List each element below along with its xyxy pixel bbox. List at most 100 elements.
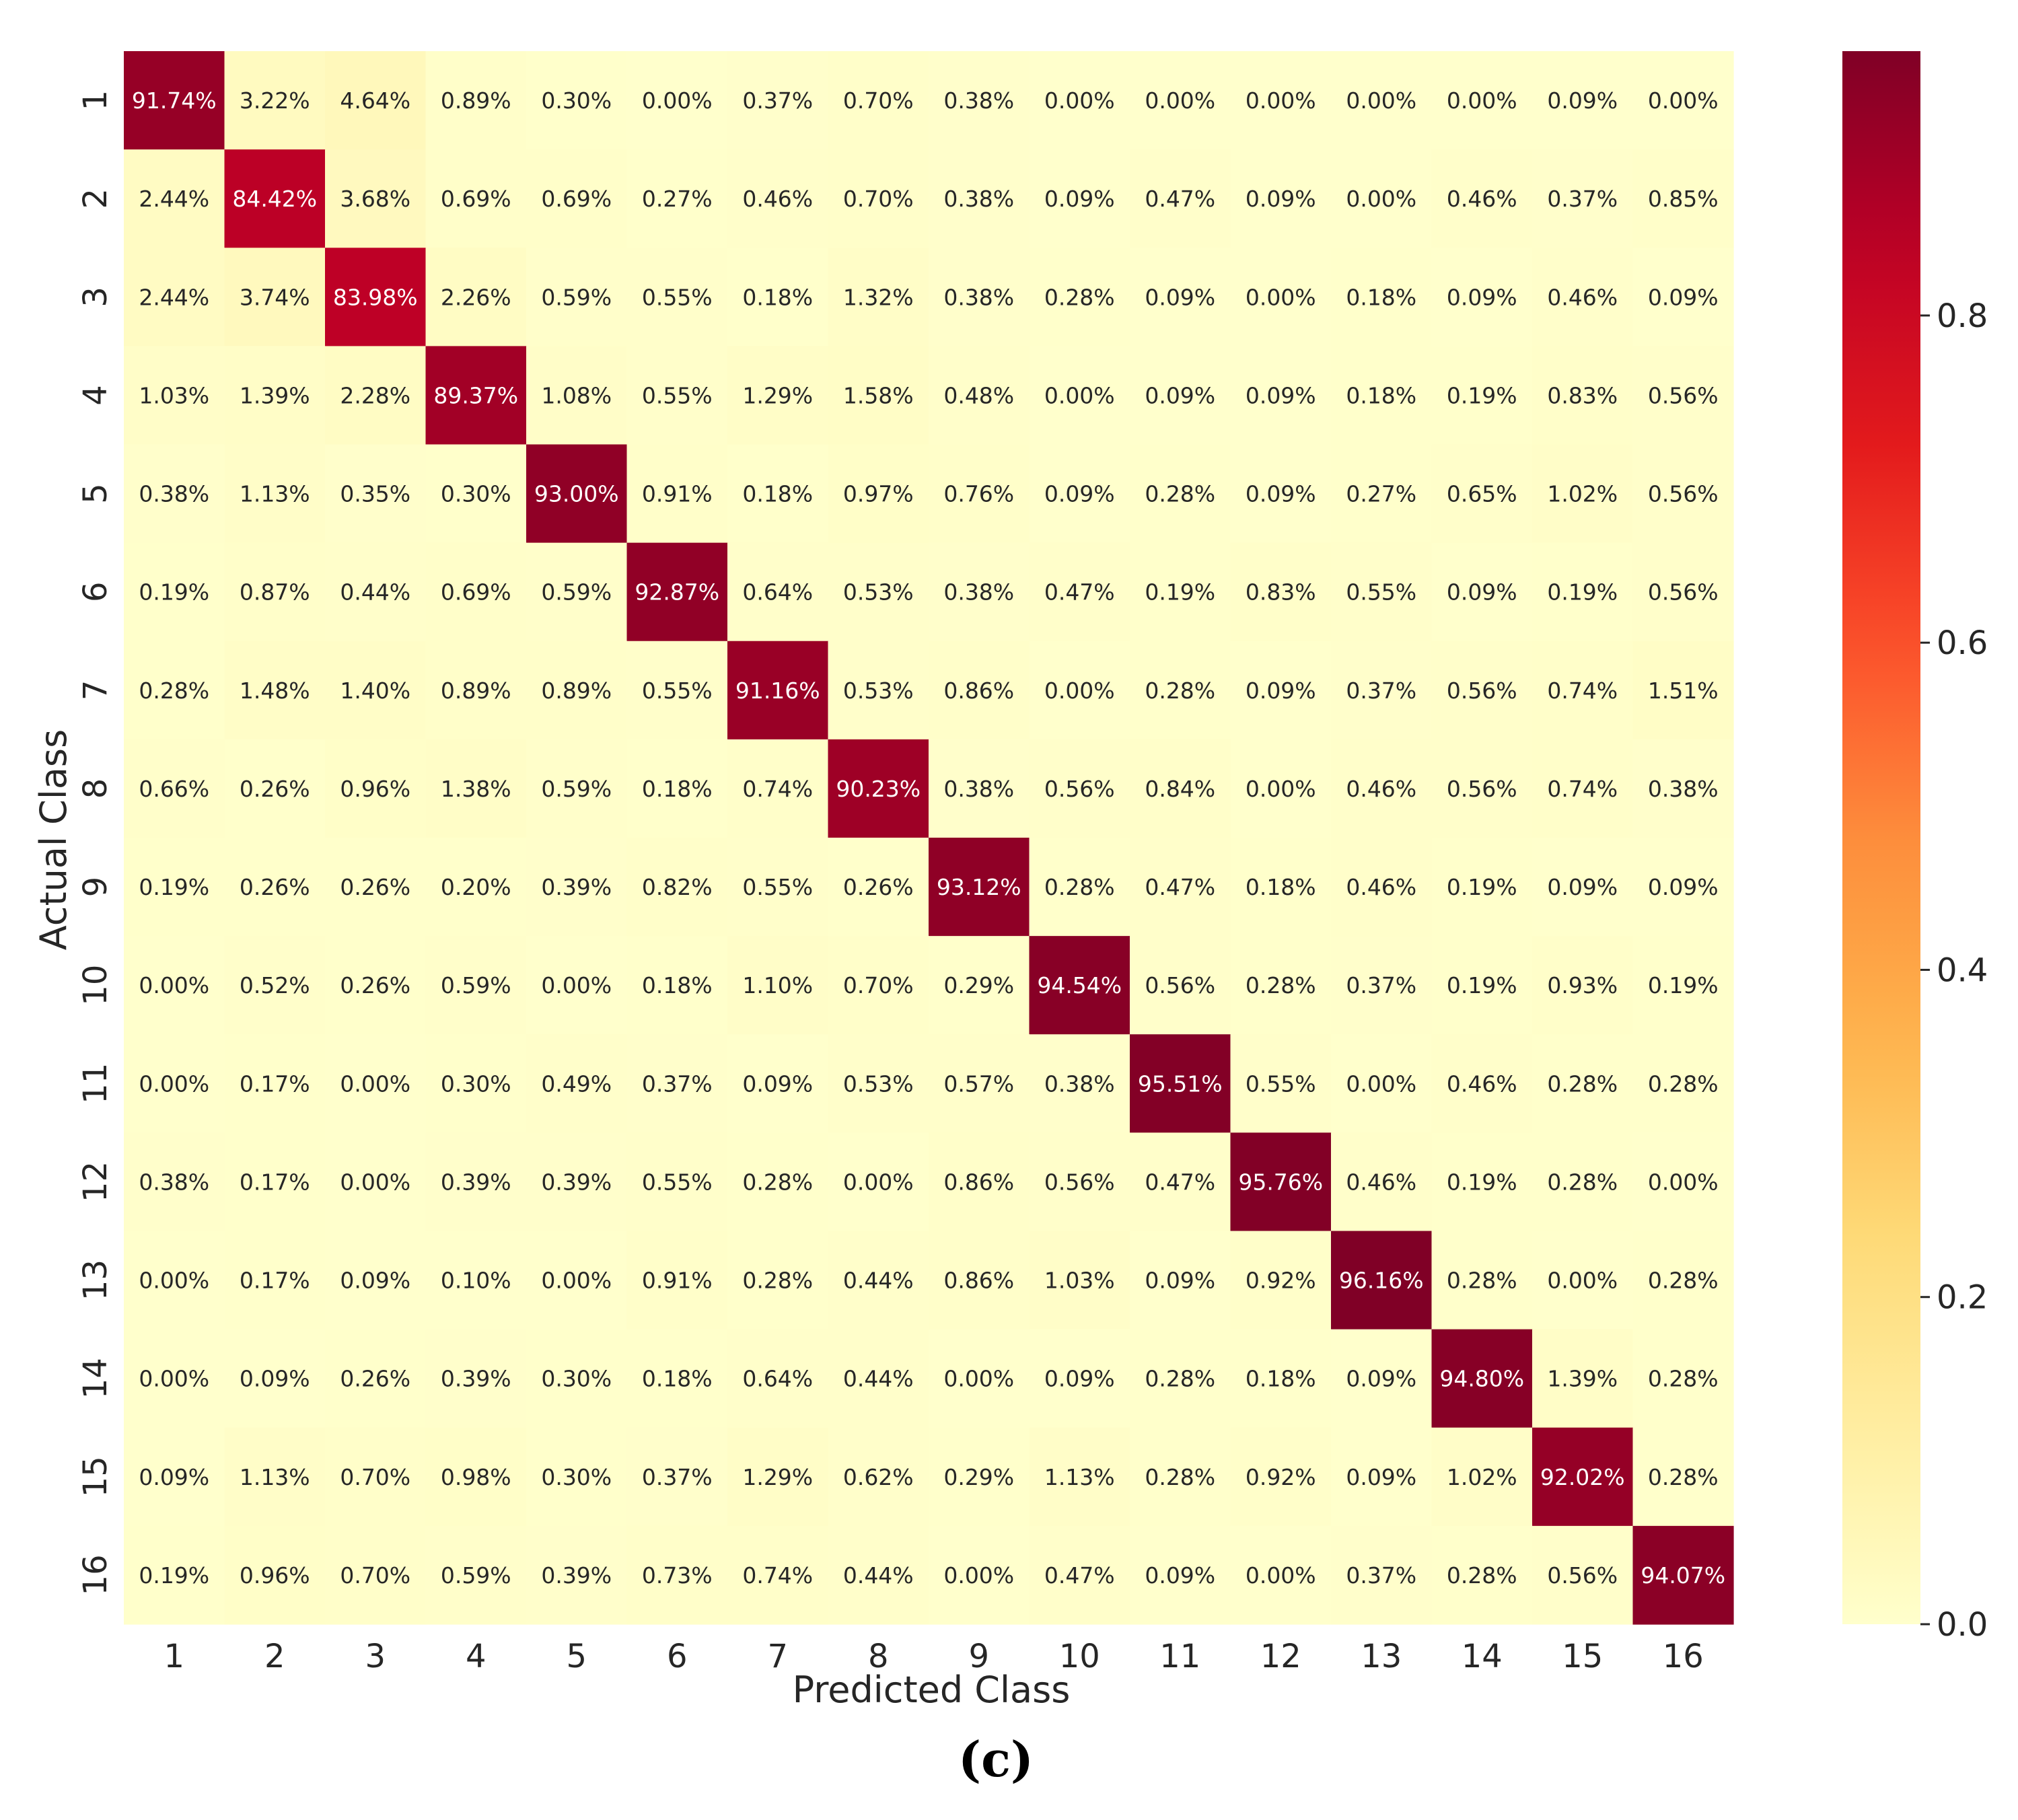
- heatmap-cell: [1632, 346, 1734, 445]
- cell-value-label: 0.44%: [843, 1268, 914, 1294]
- cell-value-label: 2.28%: [340, 382, 410, 408]
- cell-value-label: 0.17%: [240, 1268, 310, 1294]
- cell-value-label: 3.22%: [240, 87, 310, 114]
- heatmap-cell: [425, 641, 527, 740]
- cell-value-label: 2.26%: [441, 284, 511, 310]
- heatmap-cell: [727, 149, 829, 248]
- heatmap-cell: [124, 838, 225, 937]
- heatmap-cell: [929, 149, 1030, 248]
- cell-value-label: 0.28%: [1547, 1169, 1618, 1195]
- cell-value-label: 0.09%: [1145, 1268, 1215, 1294]
- x-tick-label: 1: [164, 1638, 184, 1675]
- heatmap-cell: [1230, 1427, 1332, 1527]
- heatmap-cell: [1230, 1034, 1332, 1133]
- heatmap-cell: [124, 51, 225, 150]
- cell-value-label: 0.46%: [1447, 1070, 1517, 1097]
- heatmap-cell: [526, 149, 628, 248]
- cell-value-label: 0.30%: [541, 1366, 612, 1392]
- heatmap-cell: [1029, 1329, 1130, 1428]
- cell-value-label: 0.37%: [1346, 678, 1416, 704]
- heatmap-cell: [1331, 838, 1433, 937]
- cell-value-label: 0.38%: [943, 284, 1014, 310]
- heatmap-cell: [1029, 444, 1130, 544]
- cell-value-label: 0.37%: [642, 1464, 713, 1490]
- cell-value-label: 0.00%: [340, 1070, 410, 1097]
- heatmap-cell: [526, 838, 628, 937]
- cell-value-label: 0.09%: [139, 1464, 209, 1490]
- heatmap-cell: [1230, 739, 1332, 838]
- heatmap-cell: [1431, 51, 1533, 150]
- heatmap-cell: [929, 1034, 1030, 1133]
- cell-value-label: 0.47%: [1145, 186, 1215, 212]
- colorbar-ticks: 0.0 0.2 0.4 0.6 0.8: [1920, 297, 1988, 1644]
- heatmap-cell: [828, 1231, 929, 1330]
- heatmap-cell: [1230, 542, 1332, 642]
- heatmap-cell: [224, 1329, 326, 1428]
- heatmap-cell: [929, 936, 1030, 1035]
- heatmap-cell: [1130, 739, 1231, 838]
- heatmap-cell: [425, 1034, 527, 1133]
- x-axis-title: Predicted Class: [793, 1669, 1071, 1711]
- heatmap-cell: [1632, 1525, 1734, 1625]
- heatmap-cell: [1029, 346, 1130, 445]
- cell-value-label: 0.17%: [240, 1070, 310, 1097]
- heatmap-cell: [124, 641, 225, 740]
- cell-value-label: 83.98%: [333, 284, 418, 310]
- heatmap-cell: [1331, 542, 1433, 642]
- y-tick-label: 3: [77, 287, 114, 307]
- heatmap-cell: [1130, 248, 1231, 347]
- heatmap-cell: [325, 936, 427, 1035]
- cell-value-label: 0.38%: [1648, 776, 1719, 802]
- heatmap-cell: [1431, 739, 1533, 838]
- cell-value-label: 0.46%: [1346, 1169, 1416, 1195]
- heatmap-cell: [1130, 542, 1231, 642]
- heatmap-cell: [526, 1329, 628, 1428]
- heatmap-cell: [626, 149, 728, 248]
- cell-value-label: 1.08%: [541, 382, 612, 408]
- cell-value-label: 0.83%: [1547, 382, 1618, 408]
- cell-value-label: 0.38%: [1044, 1070, 1115, 1097]
- cell-value-label: 3.68%: [340, 186, 410, 212]
- heatmap-cell: [1431, 1132, 1533, 1232]
- y-tick-label: 2: [77, 188, 114, 209]
- cell-value-label: 0.09%: [742, 1070, 813, 1097]
- heatmap-cell: [929, 346, 1030, 445]
- heatmap-cell: [325, 444, 427, 544]
- heatmap-cell: [929, 248, 1030, 347]
- cell-value-label: 1.40%: [340, 678, 410, 704]
- heatmap-cell: [1230, 1132, 1332, 1232]
- cell-value-label: 0.91%: [642, 1268, 713, 1294]
- heatmap-cell: [929, 444, 1030, 544]
- heatmap-cell: [1029, 936, 1130, 1035]
- cell-value-label: 0.56%: [1648, 579, 1719, 606]
- cell-value-label: 0.70%: [843, 87, 914, 114]
- cell-value-label: 0.26%: [340, 1366, 410, 1392]
- cell-value-label: 0.28%: [742, 1169, 813, 1195]
- heatmap-cell: [425, 739, 527, 838]
- heatmap-cell: [1632, 641, 1734, 740]
- cell-value-label: 0.19%: [139, 1562, 209, 1589]
- cell-value-label: 92.87%: [635, 579, 719, 606]
- cell-value-label: 0.92%: [1246, 1464, 1316, 1490]
- heatmap-cell: [325, 51, 427, 150]
- cell-value-label: 0.53%: [843, 678, 914, 704]
- cell-value-label: 0.56%: [1145, 972, 1215, 998]
- heatmap-cell: [526, 1427, 628, 1527]
- heatmap-cells: [124, 51, 1734, 1625]
- y-tick-label: 5: [77, 483, 114, 504]
- heatmap-cell: [1230, 641, 1332, 740]
- heatmap-cell: [124, 149, 225, 248]
- colorbar-tick-label: 0.4: [1937, 951, 1988, 989]
- heatmap-cell: [1029, 739, 1130, 838]
- cell-value-label: 0.26%: [340, 972, 410, 998]
- heatmap-cell: [1130, 1525, 1231, 1625]
- cell-value-label: 0.56%: [1044, 1169, 1115, 1195]
- heatmap-cell: [1532, 1525, 1634, 1625]
- heatmap-cell: [1130, 1231, 1231, 1330]
- heatmap-cell: [1230, 936, 1332, 1035]
- cell-value-label: 91.74%: [132, 87, 217, 114]
- cell-value-label: 0.59%: [441, 1562, 511, 1589]
- cell-value-label: 0.55%: [642, 382, 713, 408]
- cell-value-label: 90.23%: [836, 776, 921, 802]
